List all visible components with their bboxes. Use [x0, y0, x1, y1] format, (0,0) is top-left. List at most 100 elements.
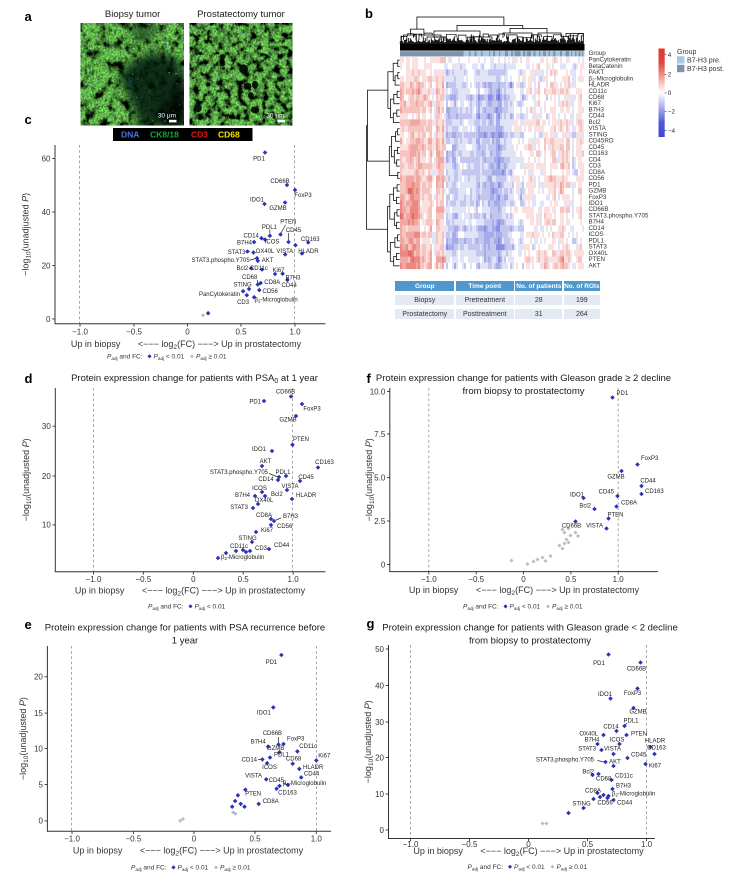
svg-text:STAT3: STAT3	[228, 250, 246, 256]
svg-text:Up in biopsy <−−− log2(F: Up in biopsy <−−− log2(FC) −−−> Up in pr…	[71, 339, 302, 351]
svg-text:CD45: CD45	[589, 144, 605, 151]
svg-text:10.0: 10.0	[370, 387, 386, 396]
svg-text:Up in biopsy <−−− log2(F: Up in biopsy <−−− log2(FC) −−−> Up in pr…	[75, 586, 306, 598]
svg-text:4: 4	[668, 52, 672, 59]
svg-text:Bcl2: Bcl2	[589, 119, 602, 126]
svg-text:−log10(unadjusted P): −log10(unadjusted P)	[363, 700, 375, 783]
svg-text:VISTA: VISTA	[586, 524, 603, 530]
svg-text:−0.5: −0.5	[136, 575, 152, 584]
svg-text:30: 30	[375, 718, 384, 727]
svg-text:ICOS: ICOS	[265, 239, 280, 245]
svg-text:2: 2	[668, 72, 672, 79]
svg-text:15: 15	[34, 709, 43, 718]
svg-text:STAT3: STAT3	[230, 505, 248, 511]
svg-text:B7H4: B7H4	[237, 240, 253, 246]
svg-text:CD44: CD44	[640, 479, 656, 485]
svg-text:PDL1: PDL1	[623, 719, 639, 725]
svg-text:GZMB: GZMB	[629, 710, 646, 716]
svg-text:CD45: CD45	[286, 228, 302, 234]
svg-text:PTEN: PTEN	[607, 513, 623, 519]
svg-text:β2-Microglobulin: β2-Microglobulin	[612, 792, 655, 798]
svg-text:0: 0	[521, 575, 526, 584]
svg-text:CD66B: CD66B	[562, 524, 581, 530]
svg-text:IDO1: IDO1	[257, 711, 272, 717]
svg-text:5.0: 5.0	[374, 473, 386, 482]
svg-text:ICOS: ICOS	[610, 738, 625, 744]
svg-text:30 μm: 30 μm	[266, 113, 284, 120]
svg-text:Prostatectomy tumor: Prostatectomy tumor	[197, 9, 285, 20]
svg-text:IDO1: IDO1	[598, 692, 613, 698]
svg-text:β2-Microglobulin: β2-Microglobulin	[221, 555, 264, 561]
svg-text:−1.0: −1.0	[72, 327, 88, 336]
svg-text:CD8A: CD8A	[264, 280, 280, 286]
svg-text:30 μm: 30 μm	[158, 113, 176, 120]
svg-text:PDL1: PDL1	[275, 470, 291, 476]
svg-text:−0.5: −0.5	[468, 575, 484, 584]
svg-text:CD68: CD68	[589, 94, 605, 101]
svg-text:CD44: CD44	[304, 772, 320, 778]
svg-text:−0.5: −0.5	[126, 835, 142, 844]
svg-text:CD14: CD14	[589, 225, 605, 232]
svg-text:Ki67: Ki67	[649, 764, 662, 770]
svg-text:Padj < 0.01: Padj < 0.01	[510, 604, 541, 611]
svg-text:CD66B: CD66B	[276, 390, 295, 396]
svg-text:0.5: 0.5	[565, 575, 577, 584]
svg-text:CD66B: CD66B	[589, 206, 609, 213]
svg-text:PD1: PD1	[593, 661, 605, 667]
svg-text:CD11c: CD11c	[250, 266, 268, 272]
svg-text:GZMB: GZMB	[279, 418, 296, 424]
svg-text:Bcl2: Bcl2	[237, 266, 249, 272]
svg-text:CD45: CD45	[298, 475, 314, 481]
svg-text:CD4: CD4	[589, 156, 602, 163]
svg-text:2.5: 2.5	[374, 517, 386, 526]
svg-text:ICOS: ICOS	[262, 765, 277, 771]
svg-text:−log10(unadjusted P): −log10(unadjusted P)	[21, 438, 33, 521]
svg-text:B7H4: B7H4	[235, 493, 251, 499]
svg-text:CD45: CD45	[269, 778, 285, 784]
svg-text:PD1: PD1	[617, 391, 629, 397]
svg-text:VISTA,: VISTA,	[276, 249, 295, 255]
svg-text:1.0: 1.0	[289, 327, 301, 336]
svg-text:CD56: CD56	[597, 801, 613, 807]
svg-text:HLADR: HLADR	[296, 493, 317, 499]
svg-text:STING: STING	[572, 802, 591, 808]
svg-text:FoxP3: FoxP3	[589, 194, 607, 201]
svg-text:CD68: CD68	[242, 275, 258, 281]
svg-text:40: 40	[42, 208, 51, 217]
svg-text:CD66B: CD66B	[263, 731, 282, 737]
svg-text:20: 20	[375, 753, 384, 762]
svg-text:−1.0: −1.0	[421, 575, 437, 584]
svg-text:0: 0	[191, 575, 196, 584]
svg-text:CD11c: CD11c	[615, 774, 633, 780]
svg-text:VISTA: VISTA	[245, 774, 262, 780]
svg-text:Padj and FC:: Padj and FC:	[468, 864, 504, 871]
svg-text:GZMB: GZMB	[269, 206, 286, 212]
svg-text:10: 10	[42, 521, 51, 530]
svg-text:−log10(unadjusted P): −log10(unadjusted P)	[21, 193, 33, 276]
svg-text:Biopsy tumor: Biopsy tumor	[105, 9, 160, 20]
svg-text:0: 0	[668, 90, 672, 97]
svg-text:CD8A: CD8A	[589, 169, 606, 176]
svg-text:HLADR: HLADR	[589, 82, 611, 89]
svg-text:HLADR: HLADR	[303, 765, 324, 771]
svg-text:−4: −4	[668, 128, 676, 135]
svg-text:Group: Group	[589, 50, 607, 57]
svg-text:B7H4: B7H4	[584, 738, 600, 744]
svg-text:CK8/18: CK8/18	[150, 130, 179, 140]
svg-text:CD8A: CD8A	[585, 789, 601, 795]
svg-text:IDO1: IDO1	[570, 493, 585, 499]
svg-text:5: 5	[38, 780, 43, 789]
svg-text:1 year: 1 year	[172, 636, 198, 647]
svg-text:−1.0: −1.0	[64, 835, 80, 844]
svg-text:B7H3: B7H3	[286, 276, 302, 282]
svg-text:PanCytokeratin: PanCytokeratin	[199, 292, 240, 298]
svg-text:CD68: CD68	[286, 757, 302, 763]
svg-text:GZMB: GZMB	[267, 746, 284, 752]
svg-text:7.5: 7.5	[374, 430, 386, 439]
svg-text:AKT: AKT	[589, 262, 601, 269]
svg-text:B7H3: B7H3	[283, 514, 299, 520]
svg-text:PTEN: PTEN	[280, 220, 296, 226]
svg-text:CD66B: CD66B	[627, 667, 646, 673]
svg-text:CD45: CD45	[631, 753, 647, 759]
svg-text:from biopsy to prostatectomy: from biopsy to prostatectomy	[469, 636, 591, 647]
